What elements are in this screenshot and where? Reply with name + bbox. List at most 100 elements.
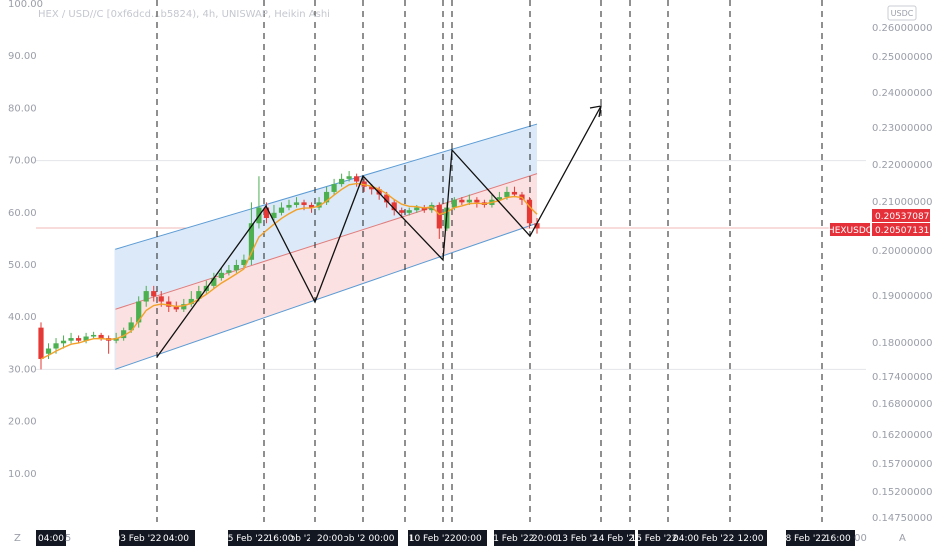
time-axis-label: 03 Feb '22 xyxy=(114,534,161,544)
candle-body[interactable] xyxy=(474,199,480,203)
time-label-block xyxy=(36,530,66,546)
candlestick-series[interactable] xyxy=(38,171,540,370)
candle-body[interactable] xyxy=(339,178,345,185)
symbol-tag xyxy=(830,223,870,236)
candle-body[interactable] xyxy=(451,199,457,208)
right-price-axis[interactable]: 0.2600000000 0.2500000000 0.2400000000 0.23… xyxy=(872,23,932,524)
candle-body[interactable] xyxy=(181,304,187,310)
candle-body[interactable] xyxy=(226,270,232,273)
time-label-block xyxy=(298,530,310,546)
candle-body[interactable] xyxy=(384,194,390,203)
candle-body[interactable] xyxy=(391,202,397,211)
time-axis-label: 20:00 xyxy=(317,534,343,544)
time-axis-label: 10 Feb '22 xyxy=(409,534,456,544)
candle-body[interactable] xyxy=(331,184,337,192)
candle-body[interactable] xyxy=(301,202,307,205)
candle-body[interactable] xyxy=(91,334,97,337)
candle-body[interactable] xyxy=(278,207,285,213)
candle-body[interactable] xyxy=(316,202,322,208)
candle-body[interactable] xyxy=(75,338,82,341)
right-axis-tick: 0.1520000000 xyxy=(872,487,932,498)
candle-body[interactable] xyxy=(271,212,277,219)
candle-body[interactable] xyxy=(263,207,270,219)
currency-badge[interactable]: USDC xyxy=(887,5,917,21)
candle-body[interactable] xyxy=(496,197,503,200)
time-label-block xyxy=(734,530,767,546)
candle-body[interactable] xyxy=(534,223,540,229)
candle-body[interactable] xyxy=(45,348,52,354)
candle-body[interactable] xyxy=(68,338,74,341)
candle-body[interactable] xyxy=(376,189,382,195)
left-axis-tick: 20.00 xyxy=(8,417,37,428)
left-axis-tick: 40.00 xyxy=(8,312,37,323)
time-label-block xyxy=(365,530,398,546)
candle-body[interactable] xyxy=(151,291,157,297)
time-axis-label: 12:00 xyxy=(738,534,764,544)
time-axis-label: 00:00 xyxy=(369,534,395,544)
left-axis-tick: 10.00 xyxy=(8,469,37,480)
candle-body[interactable] xyxy=(436,204,442,229)
right-axis-tick: 0.1900000000 xyxy=(872,291,932,302)
right-axis-tick: 0.1570000000 xyxy=(872,459,932,470)
right-axis-tick: 0.2600000000 xyxy=(872,23,932,34)
candle-body[interactable] xyxy=(511,191,518,195)
right-axis-tick: 0.2300000000 xyxy=(872,123,932,134)
candle-body[interactable] xyxy=(53,343,59,349)
candle-body[interactable] xyxy=(308,204,315,208)
left-axis-tick: 60.00 xyxy=(8,208,37,219)
candle-body[interactable] xyxy=(98,334,104,339)
channel-top-line xyxy=(114,123,538,250)
candle-body[interactable] xyxy=(173,306,179,310)
channel-bottom-line xyxy=(114,222,538,370)
candle-body[interactable] xyxy=(121,330,127,339)
time-axis-label: 5 xyxy=(65,533,71,544)
candle-body[interactable] xyxy=(211,278,217,286)
moving-average-line xyxy=(40,182,538,360)
candle-body[interactable] xyxy=(406,210,412,213)
candle-body[interactable] xyxy=(248,223,255,260)
time-axis-label: 13 Feb '22 xyxy=(556,534,603,544)
candle-body[interactable] xyxy=(196,291,202,299)
candle-body[interactable] xyxy=(369,186,375,190)
candle-body[interactable] xyxy=(166,301,172,307)
candle-body[interactable] xyxy=(293,202,300,205)
time-label-block xyxy=(228,530,298,546)
candle-body[interactable] xyxy=(526,199,533,224)
time-axis-left-corner[interactable]: Z xyxy=(14,533,21,544)
candle-body[interactable] xyxy=(286,204,292,208)
left-price-axis[interactable]: 100.00 90.00 80.00 70.00 60.00 50.00 40.00 30.0… xyxy=(8,0,43,480)
candle-body[interactable] xyxy=(421,207,427,211)
candle-body[interactable] xyxy=(241,259,247,265)
candle-body[interactable] xyxy=(346,176,352,179)
right-axis-tick: 0.1800000000 xyxy=(872,338,932,349)
zigzag-projection xyxy=(156,105,602,358)
candle-body[interactable] xyxy=(233,265,239,271)
symbol-tag-label: HEXUSDC xyxy=(828,226,872,236)
candle-body[interactable] xyxy=(354,176,360,182)
candle-body[interactable] xyxy=(414,207,420,211)
candle-body[interactable] xyxy=(143,291,149,302)
right-axis-tick: 0.2000000000 xyxy=(872,246,932,257)
time-axis-right-corner[interactable]: A xyxy=(899,533,906,544)
candle-body[interactable] xyxy=(38,327,44,359)
candle-body[interactable] xyxy=(136,301,142,323)
candle-body[interactable] xyxy=(83,336,89,341)
candle-body[interactable] xyxy=(466,199,472,203)
left-axis-tick: 70.00 xyxy=(8,156,37,167)
time-axis[interactable]: Z A04:00 5 03 Feb '22 04:00 05 Feb '2216:00ɔb… xyxy=(14,530,906,546)
right-axis-tick: 0.1740000000 xyxy=(872,372,932,383)
right-axis-tick: 0.1475000000 xyxy=(872,513,932,524)
candle-body[interactable] xyxy=(218,272,224,279)
candle-body[interactable] xyxy=(128,322,134,331)
candle-body[interactable] xyxy=(399,210,405,213)
candle-body[interactable] xyxy=(60,340,67,344)
chart-title: HEX / USD//C [0xf6dcd...b5824), 4h, UNIS… xyxy=(38,9,330,20)
candle-body[interactable] xyxy=(188,298,194,305)
price-tag xyxy=(872,223,930,236)
candle-body[interactable] xyxy=(504,191,510,198)
candle-body[interactable] xyxy=(459,199,465,203)
candle-body[interactable] xyxy=(158,296,164,302)
candle-body[interactable] xyxy=(323,191,330,203)
time-label-block xyxy=(786,530,855,546)
